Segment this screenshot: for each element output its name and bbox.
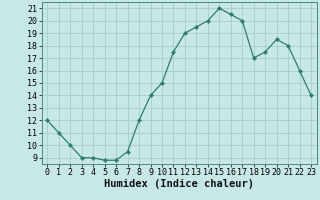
X-axis label: Humidex (Indice chaleur): Humidex (Indice chaleur) <box>104 179 254 189</box>
